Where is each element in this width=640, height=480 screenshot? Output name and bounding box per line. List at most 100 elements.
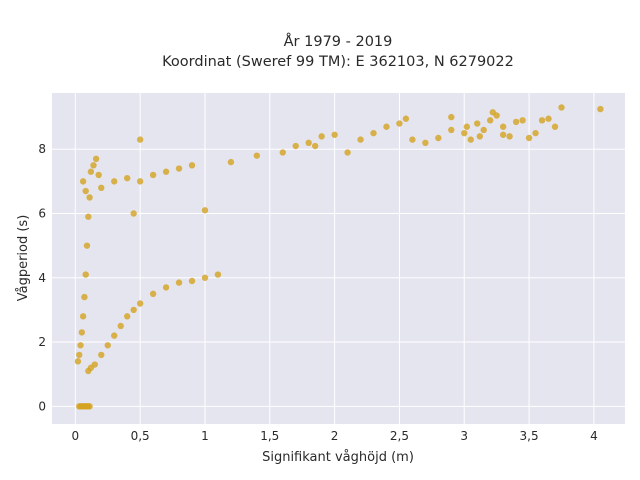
data-point: [506, 133, 513, 140]
chart-title-line2: Koordinat (Sweref 99 TM): E 362103, N 62…: [162, 54, 514, 70]
data-point: [214, 271, 222, 278]
data-point: [545, 115, 552, 122]
data-point: [175, 279, 183, 286]
y-axis-label: Vågperiod (s): [16, 215, 31, 302]
data-point: [98, 184, 105, 192]
data-point: [111, 178, 118, 185]
y-tick-label: 6: [38, 207, 46, 221]
data-point: [87, 168, 95, 175]
x-tick-label: 2: [331, 429, 339, 443]
data-point: [85, 213, 92, 220]
data-point: [149, 171, 157, 179]
data-point: [435, 134, 442, 142]
data-point: [422, 139, 429, 147]
data-point: [448, 126, 455, 134]
data-point: [344, 149, 351, 156]
data-point: [519, 117, 526, 124]
data-point: [305, 139, 312, 147]
data-point: [98, 351, 105, 359]
x-tick-label: 2,5: [390, 429, 409, 443]
data-point: [383, 123, 390, 130]
data-point: [83, 242, 91, 249]
y-tick-label: 0: [38, 399, 46, 413]
data-point: [130, 306, 137, 314]
data-point: [201, 207, 209, 214]
data-point: [525, 134, 533, 142]
data-point: [91, 361, 98, 368]
x-tick-labels: 0 0,5 1 1,5 2 2,5 3 3,5 4: [72, 429, 598, 443]
x-tick-label: 3: [460, 429, 468, 443]
data-point: [311, 142, 319, 150]
data-point: [86, 403, 93, 410]
data-point: [188, 277, 196, 285]
data-point: [77, 342, 84, 349]
data-point: [476, 133, 484, 140]
data-point: [227, 158, 235, 166]
data-point: [175, 165, 183, 172]
data-point: [136, 300, 144, 307]
data-point: [448, 113, 455, 121]
x-tick-label: 0: [72, 429, 80, 443]
x-axis-label: Signifikant våghöjd (m): [262, 450, 414, 465]
data-points: [74, 104, 604, 410]
data-point: [111, 332, 118, 339]
data-point: [486, 117, 494, 124]
x-tick-label: 1: [201, 429, 209, 443]
data-point: [123, 174, 131, 182]
data-point: [104, 342, 111, 349]
y-tick-labels: 0 2 4 6 8: [38, 142, 46, 413]
data-point: [82, 271, 89, 278]
y-tick-label: 4: [38, 271, 46, 285]
data-point: [499, 131, 507, 138]
data-point: [357, 136, 364, 143]
data-point: [92, 155, 100, 163]
data-point: [188, 162, 196, 169]
x-tick-label: 0,5: [131, 429, 150, 443]
y-tick-label: 2: [38, 335, 46, 349]
data-point: [292, 142, 299, 150]
data-point: [467, 136, 474, 143]
data-point: [79, 313, 87, 320]
chart-title-line1: År 1979 - 2019: [284, 33, 393, 50]
data-point: [78, 329, 86, 336]
data-point: [318, 133, 325, 140]
data-point: [201, 274, 209, 281]
data-point: [136, 136, 144, 143]
data-point: [396, 120, 403, 127]
data-point: [474, 120, 481, 127]
x-gridlines: [74, 93, 595, 424]
data-point: [538, 117, 546, 124]
data-point: [162, 168, 170, 175]
data-point: [402, 115, 410, 122]
data-point: [76, 351, 83, 359]
data-point: [461, 129, 468, 137]
data-point: [95, 171, 102, 179]
y-tick-label: 8: [38, 142, 46, 156]
data-point: [409, 136, 416, 143]
data-point: [558, 104, 565, 111]
data-point: [279, 149, 286, 156]
data-point: [74, 358, 82, 365]
data-point: [597, 105, 604, 113]
y-gridlines: [52, 148, 625, 407]
data-point: [463, 123, 471, 130]
x-tick-label: 1,5: [260, 429, 279, 443]
data-point: [136, 178, 144, 185]
data-point: [253, 152, 261, 159]
data-point: [130, 210, 137, 217]
data-point: [532, 129, 539, 137]
data-point: [499, 123, 507, 130]
data-point: [117, 322, 124, 330]
data-point: [480, 126, 487, 134]
data-point: [86, 194, 93, 201]
data-point: [81, 293, 88, 301]
x-tick-label: 3,5: [520, 429, 539, 443]
data-point: [123, 313, 131, 320]
data-point: [162, 284, 170, 291]
data-point: [370, 129, 377, 137]
data-point: [551, 123, 559, 130]
data-point: [489, 109, 496, 116]
x-tick-label: 4: [590, 429, 598, 443]
data-point: [331, 131, 338, 138]
